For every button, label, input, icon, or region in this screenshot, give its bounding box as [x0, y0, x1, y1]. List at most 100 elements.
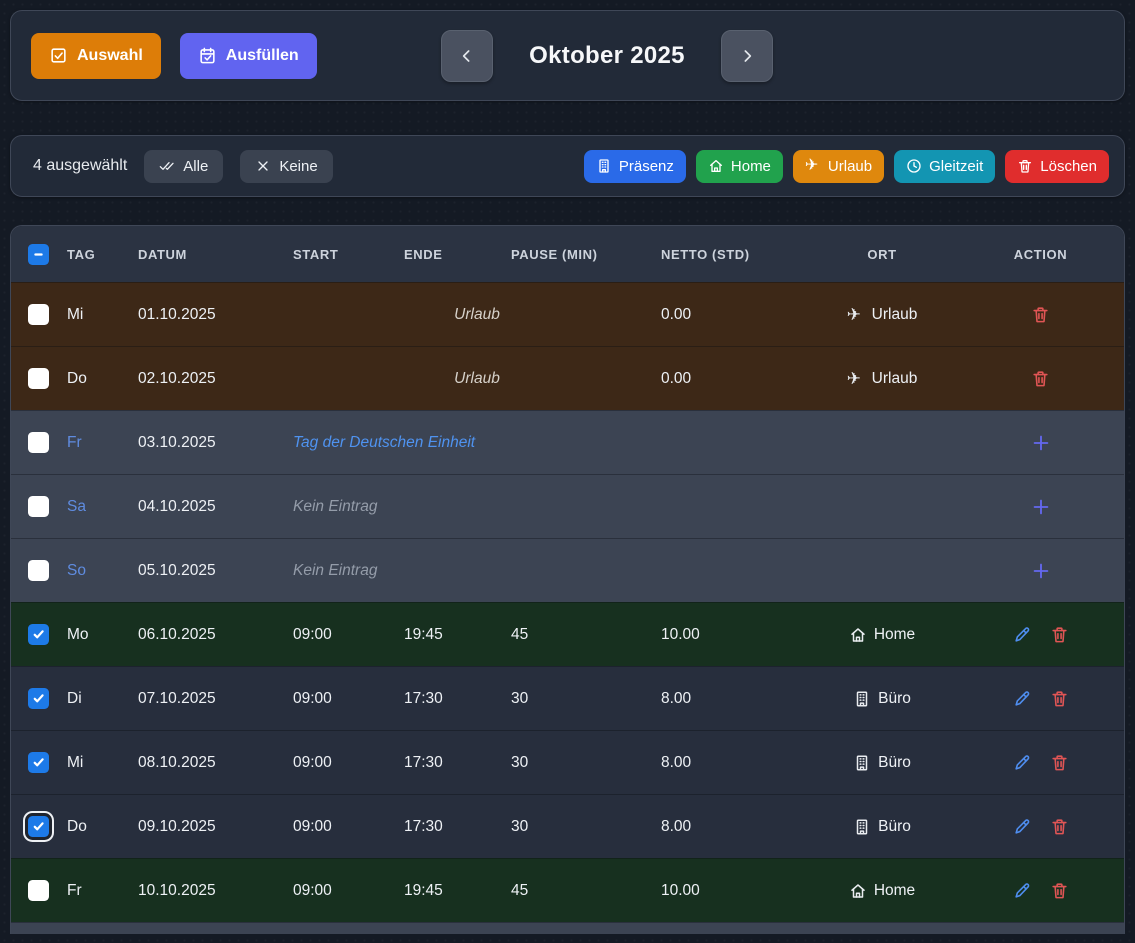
ort-label: Home: [873, 625, 916, 643]
chevron-right-icon: [737, 46, 757, 66]
date-label: 02.10.2025: [138, 369, 216, 387]
row-checkbox-cell: [11, 539, 67, 602]
add-entry-button[interactable]: [1030, 496, 1052, 518]
ort-label: Home: [873, 881, 916, 899]
column-header-label: ORT: [867, 246, 897, 262]
edit-button[interactable]: [1013, 753, 1032, 772]
action-cell: [957, 475, 1124, 538]
row-checkbox[interactable]: [28, 496, 49, 517]
end-time: 19:45: [404, 625, 443, 643]
date-cell: 05.10.2025: [138, 539, 293, 602]
pencil-icon: [1013, 689, 1032, 708]
ausfuellen-button[interactable]: Ausfüllen: [179, 32, 317, 79]
bulk-urlaub-label: Urlaub: [827, 157, 873, 175]
row-checkbox-cell: [11, 411, 67, 474]
date-cell: 04.10.2025: [138, 475, 293, 538]
row-checkbox[interactable]: [28, 624, 49, 645]
building-icon: [853, 818, 871, 836]
column-header-ort: ORT: [807, 226, 957, 282]
ort-cell: Büro: [807, 795, 957, 858]
action-cell: [957, 731, 1124, 794]
row-checkbox[interactable]: [28, 816, 49, 837]
ausfuellen-label: Ausfüllen: [225, 46, 299, 64]
auswahl-button[interactable]: Auswahl: [31, 32, 161, 79]
page: Auswahl Ausfüllen Oktober 2025 4 ausgewä…: [0, 10, 1135, 934]
selection-toolbar: 4 ausgewählt Alle Keine Präsenz Home ✈ Urla…: [10, 135, 1125, 197]
bulk-praesenz-button[interactable]: Präsenz: [583, 149, 686, 183]
bulk-loeschen-button[interactable]: Löschen: [1005, 149, 1109, 183]
bulk-gleitzeit-button[interactable]: Gleitzeit: [894, 149, 996, 183]
end-time: 17:30: [404, 689, 443, 707]
edit-button[interactable]: [1013, 881, 1032, 900]
pause-minutes: 45: [511, 625, 529, 643]
start-time: 09:00: [293, 881, 332, 899]
row-checkbox[interactable]: [28, 304, 49, 325]
select-none-label: Keine: [279, 157, 318, 175]
delete-button[interactable]: [1031, 305, 1050, 324]
netto-cell: [661, 475, 807, 538]
next-month-button[interactable]: [721, 30, 773, 82]
ort-cell: Home: [807, 859, 957, 922]
row-checkbox[interactable]: [28, 432, 49, 453]
delete-button[interactable]: [1050, 817, 1069, 836]
date-label: 07.10.2025: [138, 689, 216, 707]
row-checkbox-cell: [11, 859, 67, 922]
netto-cell: 0.00: [661, 347, 807, 410]
day-cell: Mo: [67, 603, 138, 666]
row-checkbox[interactable]: [28, 560, 49, 581]
double-check-icon: [159, 158, 175, 174]
pause-minutes-cell: 45: [511, 859, 661, 922]
entry-status-cell: Kein Eintrag: [293, 475, 661, 538]
row-checkbox[interactable]: [28, 752, 49, 773]
row-checkbox[interactable]: [28, 368, 49, 389]
row-checkbox[interactable]: [28, 880, 49, 901]
row-checkbox[interactable]: [28, 688, 49, 709]
delete-button[interactable]: [1050, 689, 1069, 708]
day-label: Mi: [67, 753, 84, 771]
delete-button[interactable]: [1050, 881, 1069, 900]
select-all-checkbox[interactable]: [28, 243, 49, 265]
plus-icon: [1030, 560, 1052, 582]
date-cell: 06.10.2025: [138, 603, 293, 666]
house-icon: [849, 626, 867, 644]
table-row: Di 07.10.2025 09:00 17:30 30 8.00 Büro: [11, 666, 1124, 730]
prev-month-button[interactable]: [441, 30, 493, 82]
day-cell: So: [67, 539, 138, 602]
action-cell: [957, 411, 1124, 474]
day-label: Mo: [67, 625, 89, 643]
plus-icon: [1030, 432, 1052, 454]
time-table: TAG DATUM START ENDE PAUSE (MIN) NETTO (STD) O…: [10, 225, 1125, 934]
entry-status-cell: Urlaub: [293, 347, 661, 410]
date-label: 08.10.2025: [138, 753, 216, 771]
delete-button[interactable]: [1050, 753, 1069, 772]
select-all-button[interactable]: Alle: [144, 149, 224, 183]
date-cell: 03.10.2025: [138, 411, 293, 474]
column-header-label: ACTION: [1013, 246, 1068, 262]
column-header-ende: ENDE: [404, 226, 511, 282]
start-time: 09:00: [293, 689, 332, 707]
selected-count: 4 ausgewählt: [33, 157, 128, 174]
bulk-home-button[interactable]: Home: [695, 149, 783, 183]
bulk-urlaub-button[interactable]: ✈ Urlaub: [792, 149, 885, 183]
start-time: 09:00: [293, 817, 332, 835]
ort-cell: Home: [807, 603, 957, 666]
table-row: Fr 03.10.2025 Tag der Deutschen Einheit: [11, 410, 1124, 474]
edit-button[interactable]: [1013, 817, 1032, 836]
day-label: Sa: [67, 497, 86, 515]
edit-button[interactable]: [1013, 689, 1032, 708]
add-entry-button[interactable]: [1030, 560, 1052, 582]
select-none-button[interactable]: Keine: [240, 149, 333, 183]
trash-icon: [1050, 881, 1069, 900]
building-icon: [853, 690, 871, 708]
start-time-cell: 09:00: [293, 731, 404, 794]
bulk-praesenz-label: Präsenz: [618, 157, 674, 175]
day-cell: Fr: [67, 859, 138, 922]
pause-minutes: 30: [511, 817, 529, 835]
delete-button[interactable]: [1031, 369, 1050, 388]
add-entry-button[interactable]: [1030, 432, 1052, 454]
delete-button[interactable]: [1050, 625, 1069, 644]
netto-cell: [661, 539, 807, 602]
edit-button[interactable]: [1013, 625, 1032, 644]
header-checkbox-cell: [11, 226, 67, 282]
trash-icon: [1050, 625, 1069, 644]
